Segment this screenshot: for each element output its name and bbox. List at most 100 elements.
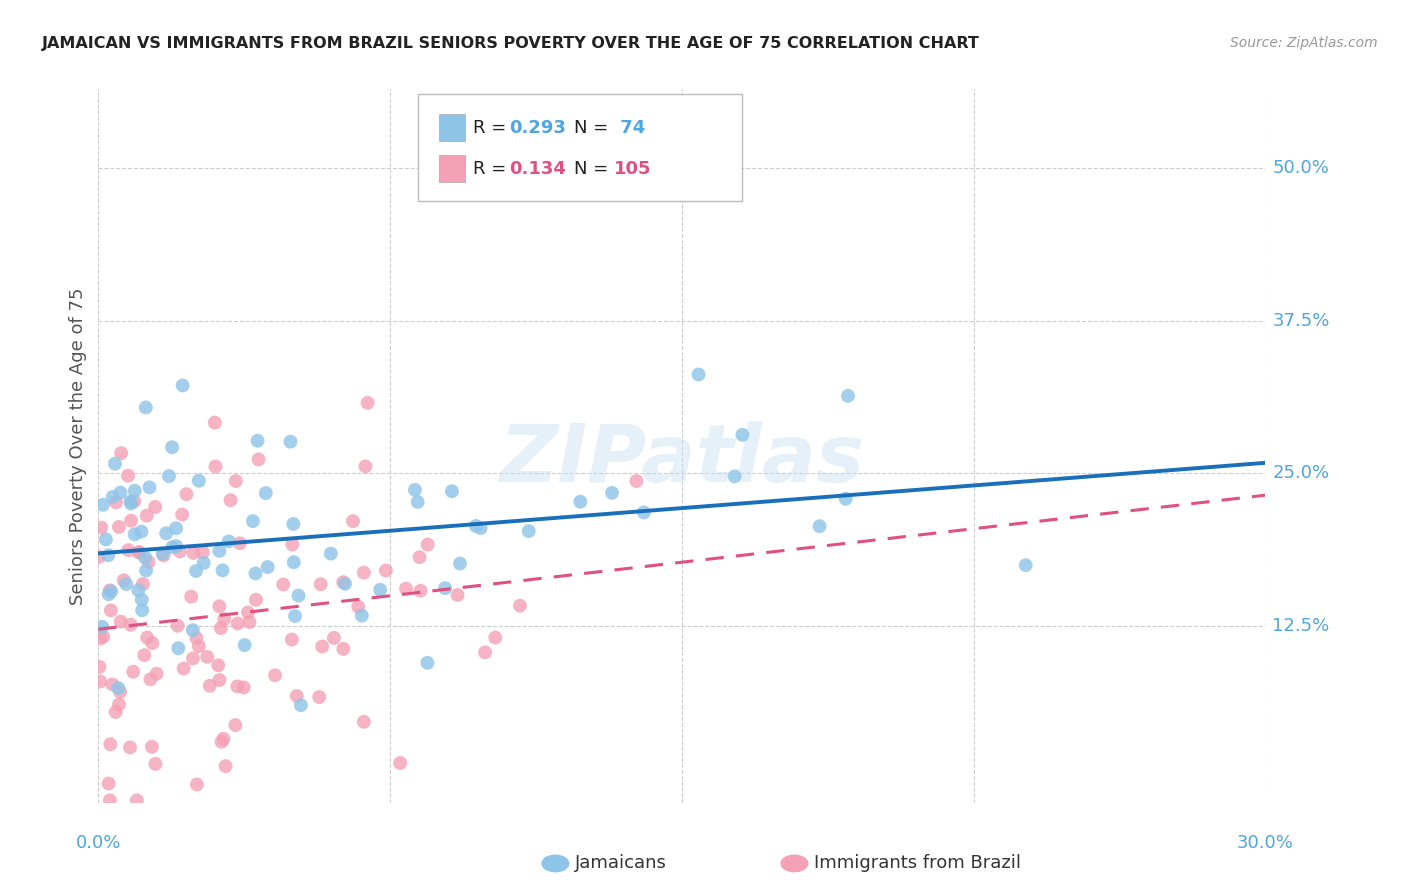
Point [198, 679, 221, 693]
Point [112, 574, 135, 588]
Point [434, 581, 457, 595]
Point [157, 469, 180, 483]
Point [186, 631, 208, 645]
Text: 50.0%: 50.0% [1272, 160, 1329, 178]
Point [166, 618, 188, 632]
Point [484, 631, 506, 645]
Point [374, 564, 396, 578]
Point [91, 498, 114, 512]
Point [98, 793, 121, 807]
Point [350, 608, 373, 623]
Point [143, 500, 166, 514]
Point [89, 674, 111, 689]
Point [224, 718, 246, 732]
Point [165, 521, 187, 535]
Point [165, 539, 187, 553]
Point [181, 651, 204, 665]
Point [131, 524, 153, 539]
Point [517, 524, 540, 538]
Point [600, 485, 623, 500]
Point [219, 493, 242, 508]
Point [333, 577, 356, 591]
Point [290, 698, 312, 713]
Point [287, 589, 309, 603]
Point [416, 538, 439, 552]
Point [254, 486, 277, 500]
Point [152, 549, 174, 563]
Point [108, 520, 131, 534]
Point [509, 599, 531, 613]
Point [117, 468, 139, 483]
Text: 30.0%: 30.0% [1237, 834, 1294, 852]
Point [110, 615, 132, 629]
Point [247, 452, 270, 467]
Point [97, 587, 120, 601]
Point [193, 556, 215, 570]
Point [233, 638, 256, 652]
Point [134, 550, 156, 565]
Point [837, 389, 859, 403]
Point [124, 527, 146, 541]
Point [172, 378, 194, 392]
Point [108, 685, 131, 699]
Point [264, 668, 287, 682]
Point [160, 440, 183, 454]
Point [131, 603, 153, 617]
Point [322, 631, 344, 645]
Text: Source: ZipAtlas.com: Source: ZipAtlas.com [1230, 36, 1378, 50]
Point [232, 681, 254, 695]
Point [120, 494, 142, 508]
Point [245, 566, 267, 581]
Point [229, 536, 252, 550]
Point [285, 689, 308, 703]
Point [633, 505, 655, 519]
Point [271, 577, 294, 591]
Text: Jamaicans: Jamaicans [575, 855, 666, 872]
Point [101, 490, 124, 504]
Point [110, 446, 132, 460]
Point [688, 368, 710, 382]
Point [214, 612, 236, 626]
Text: R =: R = [472, 160, 512, 178]
Point [311, 640, 333, 654]
Point [218, 534, 240, 549]
Point [319, 547, 342, 561]
Point [97, 776, 120, 790]
Point [187, 640, 209, 654]
Point [176, 487, 198, 501]
Text: R =: R = [472, 119, 512, 136]
Point [465, 519, 488, 533]
Point [470, 521, 492, 535]
Point [212, 731, 235, 746]
Point [214, 759, 236, 773]
Point [226, 679, 249, 693]
Point [169, 544, 191, 558]
Point [124, 483, 146, 498]
Point [186, 777, 208, 791]
Point [208, 673, 231, 687]
Point [118, 740, 141, 755]
Point [308, 690, 330, 704]
Point [135, 564, 157, 578]
Point [172, 508, 194, 522]
Point [125, 793, 148, 807]
Point [136, 631, 159, 645]
Point [162, 540, 184, 554]
Point [284, 609, 307, 624]
Text: 105: 105 [613, 160, 651, 178]
Point [207, 658, 229, 673]
Point [141, 739, 163, 754]
Point [110, 485, 132, 500]
Point [256, 560, 278, 574]
Point [120, 617, 142, 632]
Point [723, 469, 745, 483]
Point [98, 737, 121, 751]
Point [117, 543, 139, 558]
Point [134, 648, 156, 662]
Point [124, 494, 146, 508]
Point [208, 544, 231, 558]
Point [180, 590, 202, 604]
Point [309, 577, 332, 591]
Point [242, 514, 264, 528]
Point [91, 620, 114, 634]
